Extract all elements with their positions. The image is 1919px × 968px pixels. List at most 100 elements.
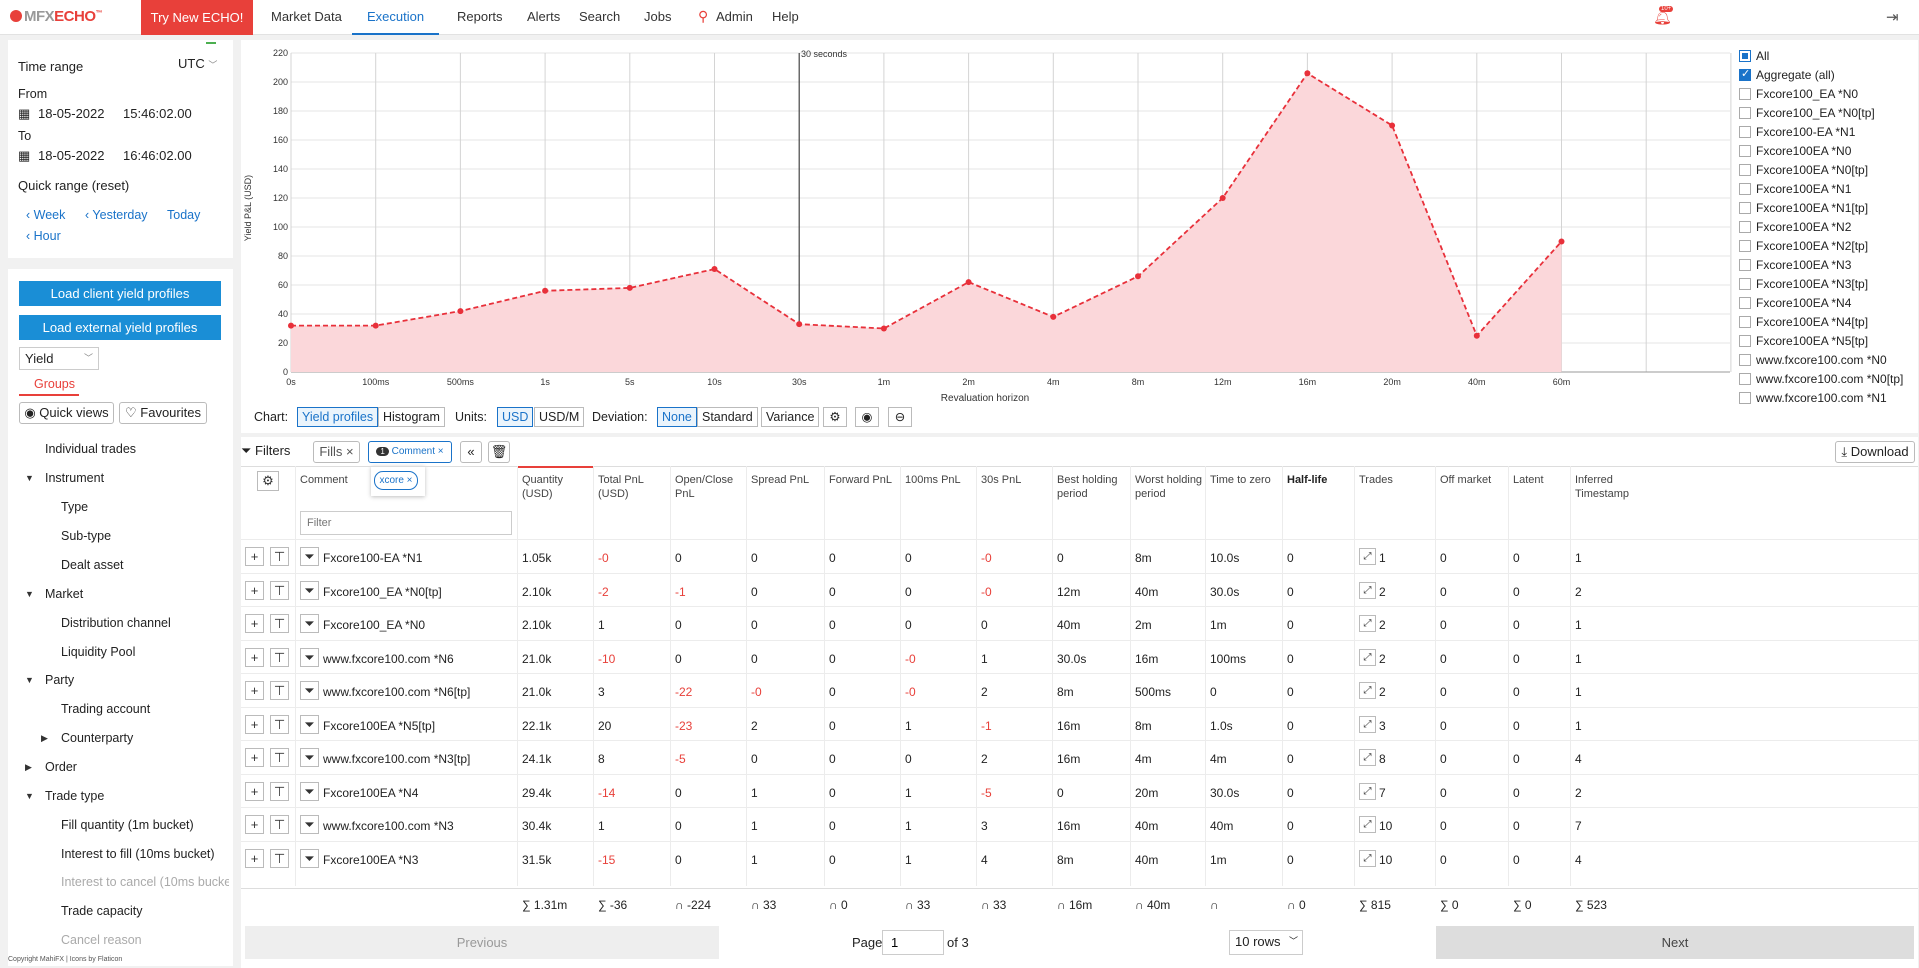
metric-select[interactable]: Yield ﹀ [19,347,99,370]
timezone-select[interactable]: UTC ﹀ [178,56,217,71]
tree-instrument[interactable]: Instrument [45,471,105,485]
legend-checkbox[interactable] [1739,202,1751,214]
column-header[interactable]: Latent [1513,474,1544,486]
try-new-echo-button[interactable]: Try New ECHO! [141,0,253,35]
filter-icon[interactable]: ⏷ [300,815,319,834]
nav-market-data[interactable]: Market Data [271,9,342,24]
column-header[interactable]: Half-life [1287,474,1328,486]
column-header[interactable]: Time to zero [1210,474,1271,486]
caret-down-icon[interactable]: ▼ [25,675,34,685]
tree-distribution-channel[interactable]: Distribution channel [61,616,171,630]
units-usdm-button[interactable]: USD/M [534,407,585,427]
expand-plus-icon[interactable]: + [245,580,264,600]
data-point[interactable] [711,266,718,273]
expand-trades-icon[interactable]: ⤢ [1359,648,1376,666]
expand-trades-icon[interactable]: ⤢ [1359,581,1376,599]
column-header[interactable]: Comment [300,474,348,486]
data-point[interactable] [1389,122,1396,129]
expand-trades-icon[interactable]: ⤢ [1359,682,1376,699]
chart-settings-icon[interactable]: ⚙ [823,407,847,427]
tree-interest-to-fill[interactable]: Interest to fill (10ms bucket) [61,847,215,861]
pin-icon[interactable]: ⊤ [270,714,289,734]
comment-filter-chip[interactable]: 1 Comment × [368,441,452,463]
filter-icon[interactable]: ⏷ [300,714,319,734]
legend-item[interactable]: Fxcore100EA *N1 [1756,182,1852,196]
legend-checkbox[interactable] [1739,373,1751,385]
data-point[interactable] [626,284,633,291]
caret-right-icon[interactable]: ▶ [41,733,48,743]
pin-icon[interactable]: ⊤ [270,547,289,566]
expand-trades-icon[interactable]: ⤢ [1359,615,1376,632]
filter-icon[interactable]: ⏷ [300,848,319,868]
legend-checkbox[interactable] [1739,278,1751,290]
filter-icon[interactable]: ⏷ [300,681,319,700]
data-point[interactable] [1304,70,1311,77]
legend-item[interactable]: Fxcore100_EA *N0[tp] [1756,106,1875,120]
data-point[interactable] [1050,313,1057,320]
legend-checkbox[interactable] [1739,107,1751,119]
caret-down-icon[interactable]: ▼ [25,589,34,599]
expand-plus-icon[interactable]: + [245,614,264,633]
pin-icon[interactable]: ⊤ [270,848,289,868]
from-date[interactable]: 18-05-2022 [38,106,105,121]
comment-filter-input[interactable] [300,511,512,535]
tree-trading-account[interactable]: Trading account [61,702,151,716]
column-header[interactable]: Inferred Timestamp [1575,474,1629,500]
legend-item[interactable]: Fxcore100EA *N4 [1756,296,1852,310]
column-header[interactable]: Spread PnL [751,474,810,486]
load-client-yield-profiles-button[interactable]: Load client yield profiles [19,281,221,306]
range-week-link[interactable]: ‹ Week [26,208,66,222]
nav-search[interactable]: Search [579,9,621,24]
tree-type[interactable]: Type [61,500,89,514]
deviation-variance-button[interactable]: Variance [761,407,820,427]
tree-trade-type[interactable]: Trade type [45,789,105,803]
page-input[interactable] [882,930,944,955]
legend-checkbox[interactable] [1739,259,1751,271]
collapse-left-icon[interactable]: « [460,441,482,463]
legend-item[interactable]: www.fxcore100.com *N1 [1756,391,1887,405]
yield-chart[interactable]: Yield P&L (USD) Revaluation horizon 0 20 4… [0,0,1919,440]
nav-execution[interactable]: Execution [352,0,439,35]
filter-icon[interactable]: ⏷ [300,547,319,566]
pin-icon[interactable]: ⊤ [270,748,289,767]
data-point[interactable] [880,325,887,332]
fills-chip[interactable]: Fills × [313,441,360,463]
expand-plus-icon[interactable]: + [245,647,264,667]
tree-counterparty[interactable]: Counterparty [61,731,134,745]
column-header[interactable]: 100ms PnL [905,474,961,486]
filter-icon[interactable]: ⏷ [300,647,319,667]
legend-checkbox[interactable] [1739,240,1751,252]
data-point[interactable] [796,321,803,328]
bell-icon[interactable]: 🔔︎ [1653,9,1673,26]
pin-icon[interactable]: ⊤ [270,815,289,834]
nav-jobs[interactable]: Jobs [644,9,672,24]
deviation-standard-button[interactable]: Standard [697,407,758,427]
expand-plus-icon[interactable]: + [245,748,264,767]
to-time[interactable]: 16:46:02.00 [123,148,192,163]
tree-fill-quantity[interactable]: Fill quantity (1m bucket) [61,818,194,832]
rows-per-page-select[interactable]: 10 rows ﹀ [1229,930,1303,955]
column-header[interactable]: Best holding period [1057,474,1118,500]
legend-item[interactable]: Fxcore100EA *N4[tp] [1756,315,1869,329]
pin-icon[interactable]: ⊤ [270,647,289,667]
legend-checkbox[interactable] [1739,297,1751,309]
expand-plus-icon[interactable]: + [245,781,264,801]
groups-tab[interactable]: Groups [34,377,75,391]
nav-alerts[interactable]: Alerts [527,9,561,24]
logo[interactable]: MFXECHO™ [10,8,102,25]
expand-trades-icon[interactable]: ⤢ [1359,849,1376,867]
nav-help[interactable]: Help [772,9,799,24]
data-point[interactable] [1473,332,1480,339]
tree-market[interactable]: Market [45,587,84,601]
caret-down-icon[interactable]: ▼ [25,473,34,483]
legend-checkbox[interactable] [1739,126,1751,138]
previous-button[interactable]: Previous [245,926,719,959]
from-time[interactable]: 15:46:02.00 [123,106,192,121]
expand-trades-icon[interactable]: ⤢ [1359,749,1376,766]
legend-item[interactable]: Fxcore100_EA *N0 [1756,87,1859,101]
column-header[interactable]: 30s PnL [981,474,1022,486]
expand-plus-icon[interactable]: + [245,848,264,868]
column-header[interactable]: Forward PnL [829,474,892,486]
legend-checkbox[interactable] [1739,164,1751,176]
expand-plus-icon[interactable]: + [245,547,264,566]
